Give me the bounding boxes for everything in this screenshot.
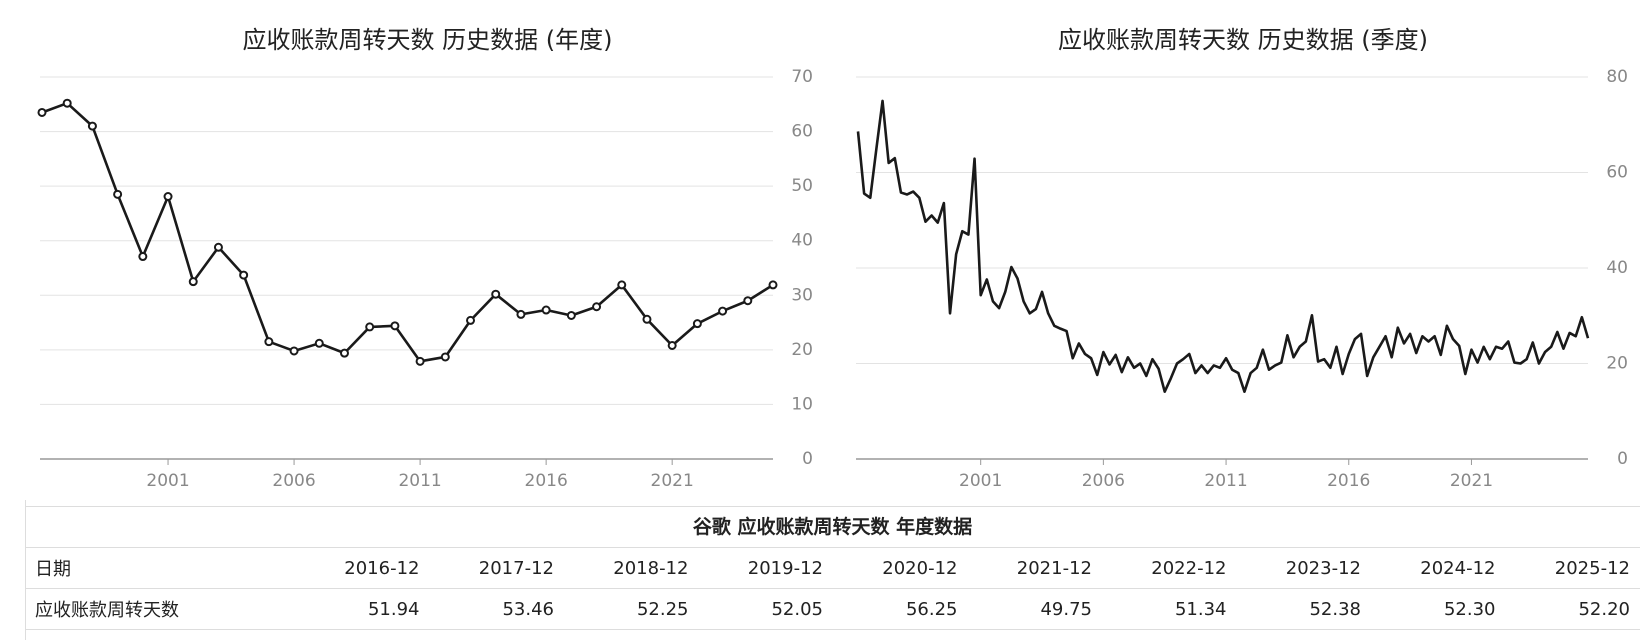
point — [163, 192, 173, 202]
point — [617, 280, 627, 290]
y-tick-label: 30 — [791, 285, 813, 305]
header-cell: 2024-12 — [1371, 547, 1506, 589]
header-cell: 2017-12 — [429, 547, 564, 589]
header-row: 日期 2016-12 2017-12 2018-12 2019-12 2020-12 202… — [25, 547, 1640, 589]
y-tick-label: 0 — [1617, 449, 1628, 469]
table-body: 应收账款周转天数 51.94 53.46 52.25 52.05 56.25 49.75 51… — [25, 588, 1640, 630]
y-tick-label: 60 — [791, 122, 813, 142]
table-cell: 52.05 — [698, 588, 833, 630]
y-tick-label: 40 — [1606, 258, 1628, 278]
table-cell: 51.34 — [1102, 588, 1237, 630]
point — [239, 270, 249, 280]
header-cell: 2019-12 — [698, 547, 833, 589]
x-tick-label: 2021 — [1450, 471, 1493, 491]
point — [516, 309, 526, 319]
header-cell: 2021-12 — [967, 547, 1102, 589]
point — [466, 315, 476, 325]
point — [667, 340, 677, 350]
point — [264, 337, 274, 347]
x-tick-label: 2011 — [1204, 471, 1247, 491]
line — [41, 101, 774, 363]
table-cell: 52.25 — [564, 588, 699, 630]
header-cell: 2016-12 — [295, 547, 430, 589]
table-cell: 52.38 — [1236, 588, 1371, 630]
y-tick-label: 60 — [1606, 163, 1628, 183]
line — [856, 99, 1590, 393]
x-tick-label: 2016 — [1327, 471, 1370, 491]
point — [87, 121, 97, 131]
point — [592, 302, 602, 312]
point — [541, 305, 551, 315]
chart-title: 应收账款周转天数 历史数据 (年度) — [243, 26, 613, 54]
point — [113, 189, 123, 199]
table-cell: 53.46 — [429, 588, 564, 630]
point — [365, 322, 375, 332]
point — [390, 321, 400, 331]
x-tick-label: 2001 — [146, 471, 189, 491]
chart-title: 应收账款周转天数 历史数据 (季度) — [1058, 26, 1428, 54]
table-cell: 52.30 — [1371, 588, 1506, 630]
header-cell: 2025-12 — [1505, 547, 1640, 589]
y-tick-label: 20 — [791, 340, 813, 360]
x-tick-label: 2006 — [272, 471, 315, 491]
x-tick-label: 2001 — [959, 471, 1002, 491]
x-tick-label: 2006 — [1082, 471, 1125, 491]
point — [566, 310, 576, 320]
header-cell: 2018-12 — [564, 547, 699, 589]
y-tick-label: 0 — [802, 449, 813, 469]
table-cell: 52.20 — [1505, 588, 1640, 630]
point — [743, 296, 753, 306]
point — [37, 107, 47, 117]
table-row: 应收账款周转天数 51.94 53.46 52.25 52.05 56.25 49.75 51… — [25, 588, 1640, 630]
point — [718, 306, 728, 316]
y-tick-label: 70 — [791, 67, 813, 87]
y-tick-label: 20 — [1606, 354, 1628, 374]
y-tick-label: 10 — [791, 394, 813, 414]
header-cell: 2020-12 — [833, 547, 968, 589]
table-cell: 应收账款周转天数 — [25, 588, 295, 630]
point — [491, 289, 501, 299]
point — [642, 314, 652, 324]
point — [314, 338, 324, 348]
point — [692, 319, 702, 329]
point — [213, 242, 223, 252]
x-tick-label: 2016 — [525, 471, 568, 491]
x-tick-label: 2011 — [398, 471, 441, 491]
point — [440, 352, 450, 362]
data-table: 谷歌 应收账款周转天数 年度数据 日期 2016-12 2017-12 2018-12… — [25, 506, 1640, 630]
point — [768, 280, 778, 290]
y-tick-label: 80 — [1606, 67, 1628, 87]
table-title: 谷歌 应收账款周转天数 年度数据 — [25, 506, 1640, 547]
point — [62, 98, 72, 108]
table-cell: 49.75 — [967, 588, 1102, 630]
x-tick-label: 2021 — [651, 471, 694, 491]
header-cell: 2023-12 — [1236, 547, 1371, 589]
header-cell: 日期 — [25, 547, 295, 589]
header-cell: 2022-12 — [1102, 547, 1237, 589]
point — [339, 348, 349, 358]
y-tick-label: 50 — [791, 176, 813, 196]
point — [138, 252, 148, 262]
table-cell: 56.25 — [833, 588, 968, 630]
y-tick-label: 40 — [791, 231, 813, 251]
point — [415, 356, 425, 366]
table-cell: 51.94 — [295, 588, 430, 630]
point — [188, 277, 198, 287]
point — [289, 346, 299, 356]
